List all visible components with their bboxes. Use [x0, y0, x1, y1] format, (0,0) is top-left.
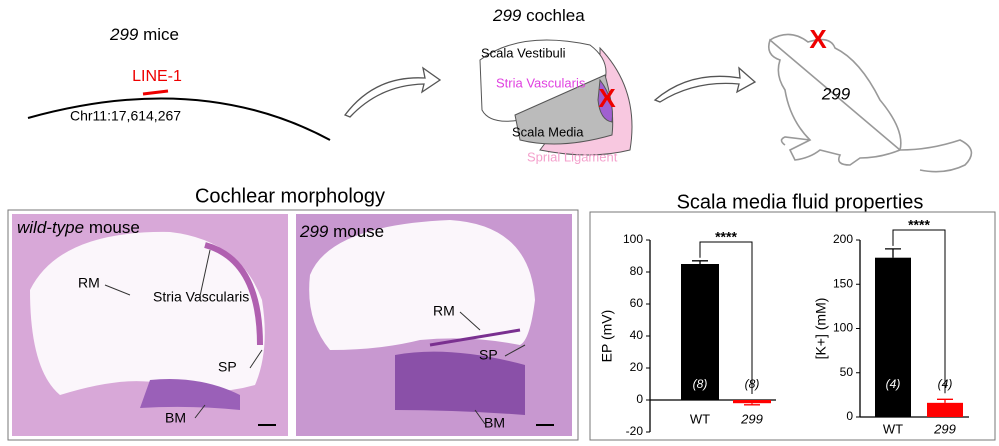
panel-frame: [7, 209, 579, 441]
label: RM: [433, 303, 455, 319]
panel-title: 299 mouse: [299, 222, 384, 241]
mouse: [767, 33, 973, 173]
y-tick-label: 100: [623, 232, 643, 246]
image-labels: wild-type mouse 299 mouse RM Stria Vascu…: [17, 218, 505, 430]
y-tick-label: 0: [636, 392, 643, 406]
y-tick-label: 100: [833, 321, 853, 335]
lumen: [309, 220, 535, 350]
mouse-label: 299: [821, 84, 851, 103]
label: Stria Vascularis: [153, 289, 249, 305]
y-axis-label: [K+] (mM): [813, 298, 829, 360]
y-tick-label: 60: [630, 296, 644, 310]
membrane: [429, 328, 521, 347]
label: SP: [218, 359, 237, 375]
error-bar: [937, 398, 953, 403]
label: Scala Vestibuli: [481, 45, 566, 60]
strain: 299: [492, 6, 522, 25]
organ: [395, 351, 525, 415]
stria: [204, 242, 263, 346]
strain: 299: [299, 222, 329, 241]
leg: [780, 136, 811, 146]
label: Stria Vascularis: [496, 75, 586, 90]
error-bar: [885, 248, 901, 258]
mouse-outline: [767, 33, 973, 173]
y-tick-label: -20: [626, 424, 644, 438]
y-tick-label: 150: [833, 276, 853, 290]
significance-bracket: [892, 229, 946, 394]
x-tick-label: 299: [740, 411, 763, 426]
significance-bracket: [699, 241, 753, 394]
scala-media: [514, 74, 614, 145]
mark: X: [598, 83, 616, 113]
y-axis-label: EP (mV): [599, 310, 615, 363]
y-tick-label: 200: [833, 232, 853, 246]
lumen: [30, 231, 265, 395]
mark: X: [809, 24, 827, 54]
significance-label: ****: [715, 229, 737, 245]
mice-title: 299 mice: [109, 25, 179, 44]
x-tick-label: WT: [690, 411, 710, 426]
error-bar: [692, 260, 708, 264]
error-bar: [744, 403, 760, 406]
suffix: mice: [138, 25, 179, 44]
bar: [927, 402, 963, 417]
bar: [733, 400, 771, 404]
scala-vestibuli: [479, 39, 607, 122]
y-tick-label: 50: [840, 365, 854, 379]
arrow: [653, 66, 757, 103]
cochlea-title: 299 cochlea: [492, 6, 585, 25]
mutant-image: [296, 214, 572, 436]
section-title: Scala media fluid properties: [677, 191, 924, 213]
n-label: (4): [886, 377, 901, 391]
stria: [597, 78, 613, 123]
bar: [681, 264, 719, 400]
label: RM: [78, 275, 100, 291]
y-tick-label: 40: [630, 328, 644, 342]
label: Sprial Ligament: [527, 149, 618, 164]
arrows: [343, 66, 757, 118]
chromosome: [27, 97, 331, 141]
wt-image: [12, 214, 288, 436]
leader-lines: [104, 249, 526, 425]
n-label: (8): [693, 377, 708, 391]
section-title: Cochlear morphology: [195, 185, 385, 207]
panel-frame: [589, 211, 996, 441]
line1-segment: [142, 89, 169, 96]
label: SP: [479, 347, 498, 363]
suffix: cochlea: [521, 6, 585, 25]
significance-label: ****: [908, 217, 930, 233]
suffix: mouse: [84, 218, 140, 237]
y-tick-label: 80: [630, 264, 644, 278]
arrow: [343, 66, 442, 118]
chromosome-schematic: 299 mice LINE-1 Chr11:17,614,267: [27, 25, 331, 141]
label: BM: [484, 415, 505, 431]
cochlea-schematic: 299 cochlea Scala Vestibuli Stria Vascul…: [479, 6, 633, 164]
x-tick-label: WT: [883, 421, 903, 436]
locus-label: Chr11:17,614,267: [70, 108, 181, 124]
organ: [140, 379, 240, 410]
bar: [875, 257, 911, 417]
panel-title: wild-type mouse: [17, 218, 140, 237]
strain: wild-type: [17, 218, 84, 237]
suffix: mouse: [328, 222, 384, 241]
y-tick-label: 20: [630, 360, 644, 374]
label: BM: [165, 410, 186, 426]
strain: 299: [109, 25, 139, 44]
y-tick-label: 0: [846, 409, 853, 423]
x-tick-label: 299: [933, 421, 956, 436]
insertion-label: LINE-1: [132, 68, 182, 85]
label: Scala Media: [512, 124, 584, 139]
